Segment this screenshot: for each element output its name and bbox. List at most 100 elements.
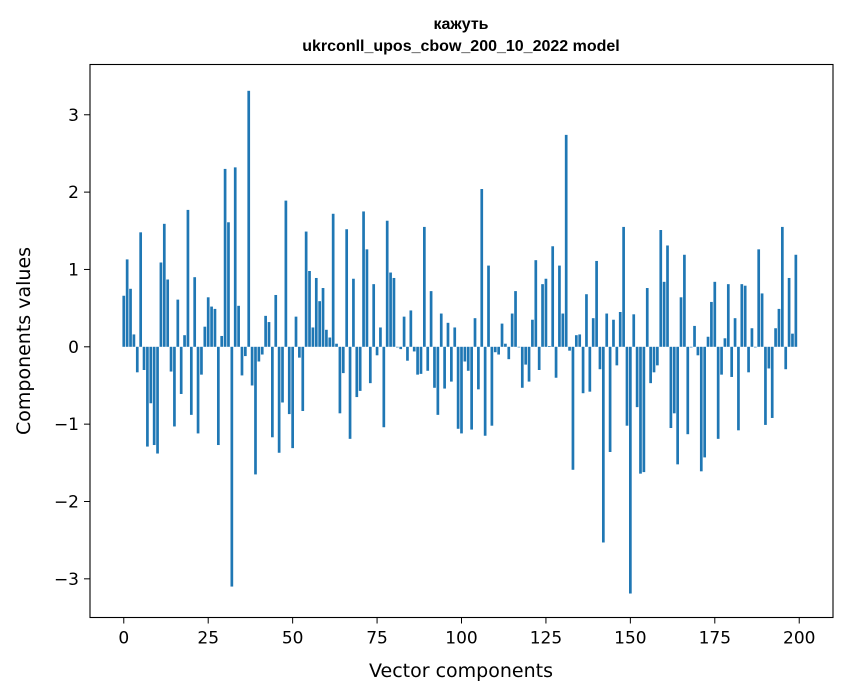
bar-component-106 <box>480 189 483 347</box>
bar-component-96 <box>447 323 450 347</box>
y-axis-label: Components values <box>13 247 35 435</box>
bar-component-17 <box>180 347 183 394</box>
bar-component-180 <box>730 347 733 377</box>
bar-component-38 <box>251 347 254 386</box>
bar-component-75 <box>376 347 379 356</box>
bar-component-159 <box>659 230 662 347</box>
bar-component-51 <box>295 317 298 347</box>
bar-component-110 <box>494 347 497 352</box>
bar-component-163 <box>673 347 676 414</box>
bar-component-173 <box>707 337 710 347</box>
x-axis-label: Vector components <box>369 660 553 682</box>
bar-component-53 <box>301 347 304 411</box>
bar-component-74 <box>372 284 375 347</box>
bar-component-22 <box>197 347 200 434</box>
x-tick-label: 125 <box>530 629 562 649</box>
bar-component-95 <box>443 347 446 389</box>
bar-component-6 <box>143 347 146 370</box>
y-tick-label: 2 <box>68 183 79 203</box>
bar-component-55 <box>308 271 311 347</box>
bar-component-59 <box>322 288 325 347</box>
bar-component-52 <box>298 347 301 358</box>
bar-component-155 <box>646 288 649 347</box>
bar-component-82 <box>399 347 402 349</box>
bar-component-31 <box>227 222 230 347</box>
bar-component-92 <box>433 347 436 388</box>
y-tick-label: 0 <box>68 338 79 358</box>
bar-component-68 <box>352 279 355 347</box>
bar-component-8 <box>149 347 152 403</box>
bar-component-81 <box>396 347 399 348</box>
bar-component-171 <box>700 347 703 472</box>
bar-component-39 <box>254 347 257 475</box>
bar-component-48 <box>285 201 288 347</box>
bar-component-37 <box>247 91 250 347</box>
bar-component-40 <box>258 347 261 362</box>
y-tick-label: −1 <box>54 415 79 435</box>
bar-component-145 <box>612 320 615 347</box>
bar-component-158 <box>656 347 659 366</box>
bar-component-45 <box>274 295 277 347</box>
bar-component-93 <box>437 347 440 415</box>
bar-component-41 <box>261 347 264 355</box>
bar-component-185 <box>747 347 750 373</box>
bar-component-3 <box>133 334 136 346</box>
bar-component-13 <box>166 280 169 347</box>
bar-component-191 <box>767 347 770 369</box>
bar-component-138 <box>588 347 591 392</box>
bar-component-112 <box>501 324 504 347</box>
bar-component-168 <box>690 347 693 348</box>
bar-component-19 <box>187 210 190 347</box>
bar-component-189 <box>761 293 764 346</box>
bar-component-78 <box>386 221 389 347</box>
bar-component-67 <box>349 347 352 439</box>
bar-component-46 <box>278 347 281 453</box>
bar-component-70 <box>359 347 362 391</box>
bar-component-99 <box>457 347 460 429</box>
bar-component-57 <box>315 278 318 347</box>
bar-component-84 <box>406 347 409 361</box>
bar-component-118 <box>521 347 524 388</box>
bar-component-58 <box>318 301 321 347</box>
bar-component-152 <box>636 347 639 407</box>
chart-title: кажуть <box>433 16 488 33</box>
bar-component-136 <box>582 347 585 393</box>
bar-component-149 <box>626 347 629 426</box>
bar-component-156 <box>649 347 652 383</box>
bar-component-26 <box>210 307 213 347</box>
bar-component-11 <box>160 263 163 347</box>
bar-component-71 <box>362 211 365 346</box>
bar-component-113 <box>504 344 507 347</box>
bar-component-139 <box>592 318 595 347</box>
bar-component-54 <box>305 232 308 347</box>
bar-component-182 <box>737 347 740 431</box>
bar-component-107 <box>484 347 487 436</box>
bar-component-16 <box>176 300 179 347</box>
bar-component-160 <box>663 282 666 347</box>
bar-component-123 <box>538 347 541 370</box>
bar-component-125 <box>545 279 548 347</box>
bar-component-64 <box>339 347 342 414</box>
bar-component-192 <box>771 347 774 418</box>
bar-component-79 <box>389 273 392 347</box>
bar-component-103 <box>470 347 473 430</box>
bar-component-105 <box>477 347 480 390</box>
bar-component-195 <box>781 227 784 347</box>
bar-component-167 <box>686 347 689 434</box>
bar-component-60 <box>325 330 328 347</box>
bar-component-102 <box>467 347 470 371</box>
x-tick-label: 25 <box>197 629 219 649</box>
bar-component-194 <box>778 309 781 347</box>
bar-component-36 <box>244 347 247 356</box>
x-axis-ticks: 0 25 50 75 100 125 150 175 200 <box>118 618 815 649</box>
bar-component-50 <box>291 347 294 448</box>
bar-component-89 <box>423 227 426 347</box>
bar-component-72 <box>366 249 369 346</box>
bar-component-4 <box>136 347 139 373</box>
bar-component-27 <box>214 309 217 347</box>
bar-component-28 <box>217 347 220 445</box>
bar-component-14 <box>170 347 173 372</box>
y-tick-label: −3 <box>54 570 79 590</box>
bar-component-23 <box>200 347 203 375</box>
